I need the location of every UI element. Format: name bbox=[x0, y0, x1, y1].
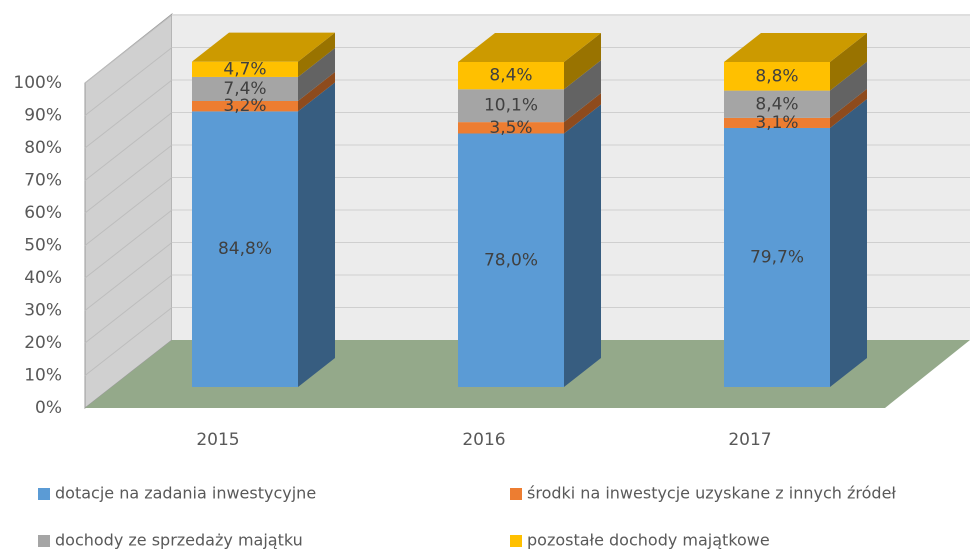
legend-swatch bbox=[510, 488, 522, 500]
bar-segment bbox=[724, 62, 830, 91]
bar-side bbox=[564, 93, 601, 134]
bar-segment bbox=[458, 89, 564, 123]
grid-line bbox=[84, 274, 173, 344]
value-label: 78,0% bbox=[484, 250, 538, 270]
y-tick-label: 40% bbox=[24, 268, 62, 288]
value-label: 8,4% bbox=[489, 66, 532, 86]
y-tick-label: 30% bbox=[24, 301, 62, 321]
grid-line bbox=[84, 307, 173, 376]
legend-swatch bbox=[38, 488, 50, 500]
value-label: 84,8% bbox=[218, 239, 272, 259]
bar-segment bbox=[724, 90, 830, 118]
y-tick-label: 20% bbox=[24, 333, 62, 353]
grid-line bbox=[84, 209, 173, 279]
bar-top bbox=[724, 33, 867, 62]
grid-line bbox=[84, 47, 173, 116]
bar-side bbox=[564, 33, 601, 90]
y-tick-label: 10% bbox=[24, 366, 62, 386]
y-tick-label: 100% bbox=[13, 73, 62, 93]
y-tick-label: 0% bbox=[35, 398, 62, 418]
x-tick-label: 2017 bbox=[728, 430, 771, 450]
legend-label: pozostałe dochody majątkowe bbox=[527, 531, 770, 550]
bar-segment bbox=[192, 61, 298, 77]
legend-label: dotacje na zadania inwestycyjne bbox=[55, 484, 316, 503]
bar-side bbox=[298, 47, 335, 101]
legend-label: środki na inwestycje uzyskane z innych ź… bbox=[527, 484, 896, 503]
bar-side bbox=[830, 98, 867, 387]
bar-side bbox=[830, 88, 867, 128]
grid-line bbox=[84, 14, 173, 84]
legend-label: dochody ze sprzedaży majątku bbox=[55, 531, 303, 550]
grid-line bbox=[84, 112, 173, 181]
bar-side bbox=[830, 33, 867, 91]
x-tick-label: 2015 bbox=[196, 430, 239, 450]
y-tick-label: 50% bbox=[24, 236, 62, 256]
bar-side bbox=[564, 104, 601, 387]
value-label: 3,2% bbox=[223, 96, 266, 116]
bar-top bbox=[192, 32, 335, 62]
legend-swatch bbox=[38, 535, 50, 547]
value-label: 3,1% bbox=[755, 113, 798, 133]
y-tick-label: 80% bbox=[24, 138, 62, 158]
bar-segment bbox=[458, 122, 564, 134]
grid-line bbox=[84, 177, 173, 246]
bar-segment bbox=[458, 133, 564, 387]
bar-side bbox=[564, 60, 601, 123]
bar-segment bbox=[192, 76, 298, 101]
y-tick-label: 60% bbox=[24, 203, 62, 223]
bar-side bbox=[298, 82, 335, 388]
bar-side bbox=[298, 32, 335, 77]
value-label: 4,7% bbox=[223, 59, 266, 79]
bar-segment bbox=[192, 101, 298, 112]
value-label: 10,1% bbox=[484, 96, 538, 116]
bar-side bbox=[830, 61, 867, 118]
bar-segment bbox=[458, 62, 564, 90]
bar-side bbox=[298, 72, 335, 112]
bar-segment bbox=[724, 117, 830, 128]
bar-segment bbox=[192, 111, 298, 388]
grid-line bbox=[84, 79, 173, 149]
x-tick-label: 2016 bbox=[462, 430, 505, 450]
value-label: 7,4% bbox=[223, 79, 266, 99]
value-label: 3,5% bbox=[489, 118, 532, 138]
grid-line bbox=[84, 144, 173, 214]
y-tick-label: 90% bbox=[24, 106, 62, 126]
value-label: 79,7% bbox=[750, 247, 804, 267]
bar-segment bbox=[724, 127, 830, 387]
y-tick-label: 70% bbox=[24, 171, 62, 191]
value-label: 8,8% bbox=[755, 66, 798, 86]
grid-line bbox=[84, 242, 173, 311]
bar-top bbox=[458, 33, 601, 62]
value-label: 8,4% bbox=[755, 94, 798, 114]
legend-swatch bbox=[510, 535, 522, 547]
